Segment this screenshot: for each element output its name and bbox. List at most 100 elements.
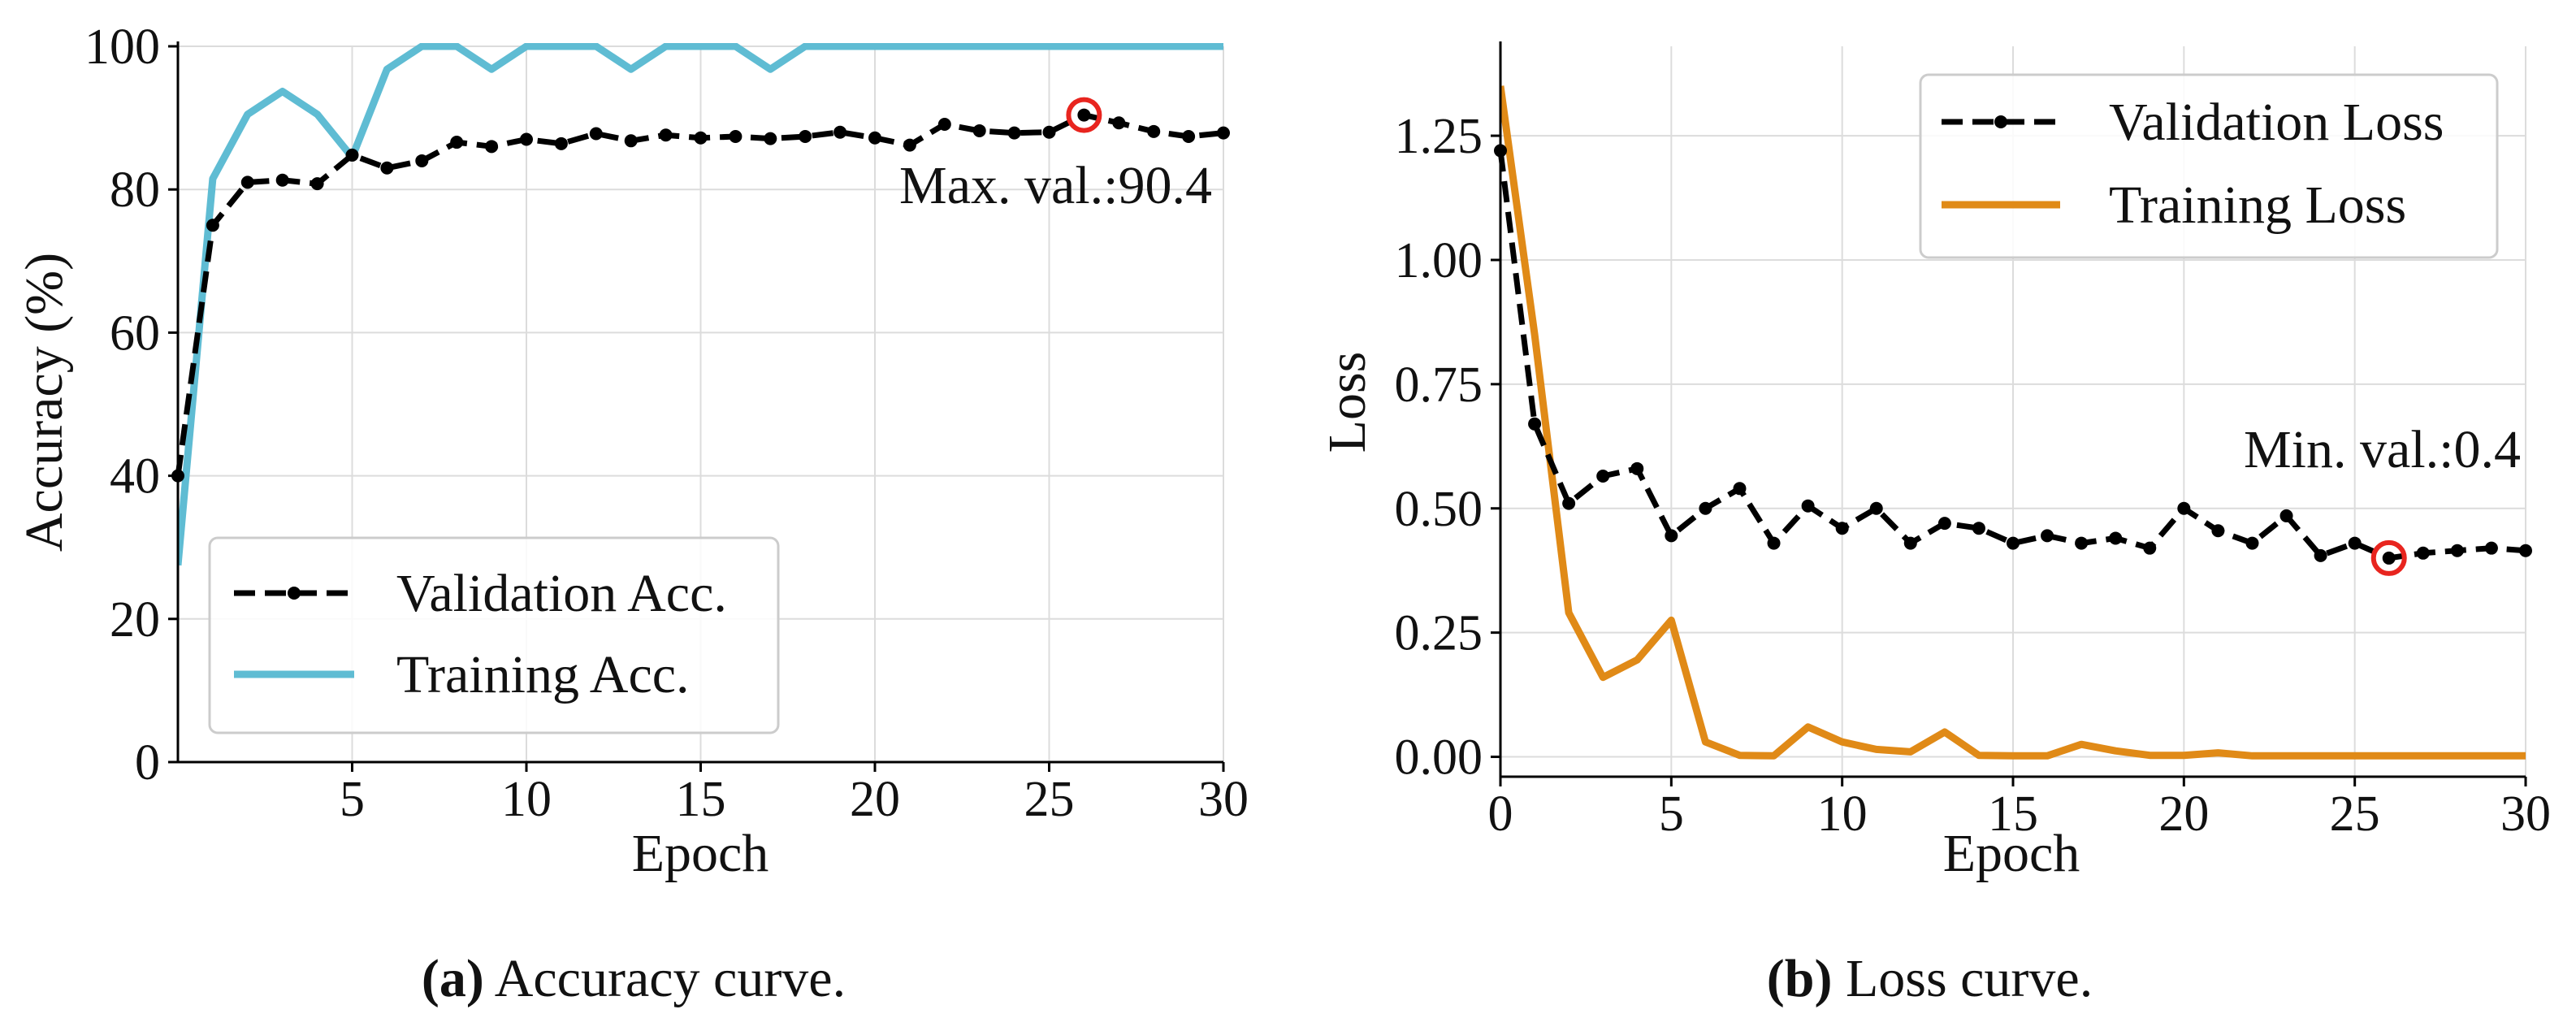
data-point-validation-acc — [659, 128, 673, 142]
data-point-validation-loss — [1937, 517, 1951, 531]
loss-x-tick-label: 5 — [1659, 786, 1684, 842]
caption-b: (b) Loss curve. — [1284, 947, 2576, 1012]
accuracy-x-tick-label: 15 — [676, 772, 726, 827]
data-point-validation-loss — [2075, 536, 2089, 550]
data-point-validation-loss — [1903, 536, 1917, 550]
data-point-validation-acc — [1147, 124, 1161, 138]
data-point-validation-loss — [1767, 536, 1781, 550]
accuracy-y-axis-label: Accuracy (%) — [15, 253, 74, 552]
loss-x-tick-label: 30 — [2500, 786, 2551, 842]
data-point-validation-loss — [2245, 536, 2259, 550]
data-point-validation-loss — [2416, 546, 2430, 560]
data-point-validation-acc — [903, 138, 916, 152]
caption-b-tag: (b) — [1766, 949, 1833, 1008]
data-point-validation-loss — [1562, 496, 1576, 510]
data-point-validation-acc — [485, 140, 499, 154]
data-point-validation-loss — [2109, 531, 2123, 545]
data-point-validation-acc — [345, 148, 359, 162]
data-point-validation-loss — [1869, 501, 1883, 515]
data-point-validation-loss — [2279, 509, 2293, 522]
accuracy-chart: 5 10 15 20 25 30 0 20 40 60 80 100 Epoch Accuracy (… — [15, 19, 1249, 883]
data-point-validation-loss — [2450, 544, 2464, 557]
data-point-validation-loss — [2382, 551, 2396, 565]
loss-best-marker — [2370, 539, 2407, 576]
loss-annotation: Min. val.:0.4 — [2244, 420, 2521, 479]
data-point-validation-acc — [937, 118, 951, 132]
accuracy-y-tick-label: 100 — [84, 19, 160, 75]
loss-x-tick-label: 20 — [2158, 786, 2209, 842]
data-point-validation-loss — [1665, 529, 1678, 543]
accuracy-x-tick-label: 10 — [501, 772, 552, 827]
accuracy-x-tick-label: 30 — [1198, 772, 1249, 827]
accuracy-x-tick-label: 5 — [340, 772, 365, 827]
data-point-validation-loss — [1699, 501, 1712, 515]
data-point-validation-loss — [1835, 522, 1849, 535]
data-point-validation-acc — [240, 175, 254, 189]
accuracy-series — [171, 43, 1230, 566]
data-point-validation-acc — [799, 130, 812, 144]
data-point-validation-loss — [1972, 522, 1985, 535]
data-point-validation-acc — [380, 161, 394, 175]
data-point-validation-acc — [1112, 116, 1126, 130]
data-point-validation-loss — [2041, 529, 2054, 543]
loss-x-tick-label: 25 — [2330, 786, 2380, 842]
data-point-validation-loss — [1528, 417, 1542, 431]
data-point-validation-acc — [589, 127, 603, 141]
loss-x-tick-label: 10 — [1817, 786, 1868, 842]
data-point-validation-loss — [2211, 524, 2225, 538]
data-point-validation-acc — [764, 132, 777, 145]
accuracy-y-tick-label: 0 — [135, 735, 160, 791]
data-point-validation-loss — [2007, 536, 2020, 550]
accuracy-y-tick-label: 60 — [110, 305, 160, 361]
accuracy-x-axis-label: Epoch — [632, 824, 769, 883]
data-point-validation-loss — [2519, 544, 2532, 557]
series-line-training-loss — [1500, 85, 2526, 760]
legend-label-training-acc: Training Acc. — [396, 645, 690, 704]
loss-x-axis-label: Epoch — [1943, 824, 2080, 883]
data-point-validation-acc — [415, 154, 429, 167]
data-point-validation-loss — [2314, 548, 2327, 562]
accuracy-legend: Validation Acc. Training Acc. — [208, 536, 780, 734]
caption-a-tag: (a) — [421, 949, 484, 1008]
accuracy-y-tick-label: 20 — [110, 592, 160, 648]
data-point-validation-acc — [206, 219, 219, 232]
accuracy-best-marker — [1066, 97, 1102, 133]
data-point-validation-loss — [1733, 482, 1747, 496]
legend-marker-validation-acc — [288, 587, 301, 600]
loss-x-tick-label: 0 — [1488, 786, 1513, 842]
loss-y-tick-label: 0.75 — [1395, 357, 1483, 413]
loss-y-axis-label: Loss — [1318, 352, 1377, 453]
data-point-validation-acc — [833, 125, 847, 139]
data-point-validation-acc — [694, 131, 708, 145]
loss-legend: Validation Loss Training Loss — [1919, 73, 2499, 259]
data-point-validation-acc — [1217, 126, 1230, 140]
data-point-validation-acc — [310, 177, 324, 191]
data-point-validation-loss — [1801, 499, 1815, 513]
data-point-validation-acc — [1042, 125, 1056, 139]
loss-y-tick-label: 1.00 — [1395, 233, 1483, 288]
loss-y-tick-label: 0.00 — [1395, 730, 1483, 786]
loss-x-tick-label: 15 — [1988, 786, 2038, 842]
legend-label-training-loss: Training Loss — [2109, 175, 2406, 235]
data-point-validation-acc — [1007, 126, 1021, 140]
data-point-validation-loss — [1630, 461, 1644, 475]
data-point-validation-acc — [275, 173, 289, 187]
legend-marker-validation-loss — [1994, 115, 2007, 128]
accuracy-x-tick-label: 20 — [850, 772, 900, 827]
caption-b-text: Loss curve. — [1845, 949, 2093, 1008]
legend-label-validation-loss: Validation Loss — [2109, 93, 2444, 152]
data-point-validation-acc — [624, 134, 638, 148]
data-point-validation-acc — [972, 123, 986, 137]
loss-ticks: 0 5 10 15 20 25 30 0.00 0.25 0.50 0.75 1.00 1.25 — [1395, 109, 2552, 842]
loss-y-tick-label: 1.25 — [1395, 109, 1483, 164]
loss-y-tick-label: 0.50 — [1395, 482, 1483, 537]
accuracy-x-tick-label: 25 — [1024, 772, 1075, 827]
legend-label-validation-acc: Validation Acc. — [396, 564, 727, 623]
data-point-validation-loss — [2348, 536, 2362, 550]
accuracy-annotation: Max. val.:90.4 — [899, 156, 1212, 215]
data-point-validation-acc — [450, 136, 464, 149]
data-point-validation-acc — [868, 131, 881, 145]
data-point-validation-acc — [729, 130, 742, 144]
accuracy-y-tick-label: 80 — [110, 162, 160, 218]
